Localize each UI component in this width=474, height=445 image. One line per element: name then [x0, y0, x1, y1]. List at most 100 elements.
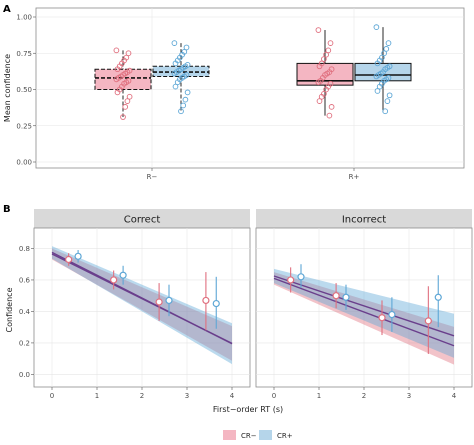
panel-a-y-tick-label: 1.00: [16, 14, 32, 22]
box-point: [325, 47, 332, 54]
box-point: [125, 50, 132, 57]
box-point: [172, 83, 179, 90]
panel-a-y-tick-label: 0.50: [16, 86, 32, 94]
data-point: [332, 292, 340, 300]
panel-b-y-tick-label: 0.4: [19, 308, 31, 316]
box-point: [316, 63, 323, 70]
legend-label-cr-minus: CR−: [241, 432, 257, 440]
box-point: [171, 70, 178, 77]
box-point: [318, 93, 325, 100]
facet-x-tick-label: 0: [50, 392, 54, 400]
panel-a-y-tick-label: 0.25: [16, 122, 32, 130]
legend-swatch-cr-minus: [223, 430, 236, 440]
box-point: [376, 83, 383, 90]
panel-b-letter: B: [3, 204, 11, 215]
box-cr-minus-r-minus: [94, 47, 152, 120]
box-point: [113, 76, 120, 83]
fit-line-cr-minus: [273, 277, 455, 347]
facet-correct: Correct 0 1 2 3 4: [33, 209, 251, 400]
data-point: [378, 314, 386, 322]
box-point: [172, 60, 179, 67]
fit-line-cr-plus: [51, 251, 233, 345]
facet-strip: [256, 209, 472, 228]
box-point: [323, 86, 329, 93]
box-point: [383, 46, 390, 52]
panel-a-x-tick-label: R−: [147, 173, 158, 181]
data-point: [110, 276, 118, 284]
data-point: [119, 271, 127, 279]
box-point: [174, 79, 181, 86]
data-point: [297, 273, 305, 281]
panel-a-y-ticks: 0.00 0.25 0.50 0.75 1.00: [16, 14, 36, 167]
facet-x-tick-label: 2: [140, 392, 144, 400]
panel-a-x-tick-label: R+: [349, 173, 360, 181]
panel-a-letter: A: [3, 4, 11, 15]
box-point: [180, 102, 187, 109]
data-point: [165, 296, 173, 305]
box-point: [321, 56, 327, 62]
panel-b-x-axis-title: First−order RT (s): [213, 405, 283, 414]
facet-strip: [34, 209, 250, 228]
box-point: [183, 44, 190, 51]
data-point: [155, 298, 163, 306]
fit-line-cr-plus: [273, 275, 455, 337]
data-point: [74, 252, 82, 260]
box-point: [113, 47, 120, 54]
panel-a-x-ticks: R− R+: [147, 168, 360, 181]
facet-incorrect: Incorrect 0 1 2 3 4: [255, 209, 473, 400]
facet-x-tick-label: 3: [185, 392, 189, 400]
box-point: [382, 108, 389, 115]
box-point: [114, 89, 121, 96]
box-point: [381, 50, 387, 57]
panel-b-y-tick-label: 0.8: [19, 245, 30, 253]
box-point: [122, 104, 129, 110]
box-point: [315, 27, 322, 33]
box-point: [124, 98, 131, 104]
box-cr-minus-r-plus: [296, 27, 354, 119]
box-point: [120, 114, 126, 120]
panel-b-y-tick-label: 0.6: [19, 276, 31, 284]
data-point: [65, 255, 73, 264]
box-point: [374, 88, 381, 94]
box-point: [328, 104, 335, 110]
legend-swatch-cr-plus: [259, 430, 272, 440]
box-point: [171, 40, 178, 46]
panel-b-y-ticks: 0.0 0.2 0.4 0.6 0.8: [19, 245, 34, 379]
box-point: [315, 79, 322, 86]
facet-x-tick-label: 0: [272, 392, 276, 400]
box-point: [114, 66, 121, 73]
box-point: [373, 24, 380, 31]
panel-b-y-tick-label: 0.0: [19, 371, 30, 379]
data-point: [424, 317, 432, 325]
box-point: [374, 60, 381, 67]
box-point: [327, 40, 334, 46]
box-point: [126, 93, 133, 100]
box-point: [178, 108, 184, 115]
box-point: [184, 89, 191, 96]
data-point: [388, 310, 396, 319]
panel-a: A 0.00 0.25 0.50 0.75 1.00 R− R+ Mean confide…: [3, 4, 465, 181]
facet-x-tick-label: 4: [452, 392, 457, 400]
box-point: [316, 98, 323, 104]
facet-x-tick-label: 1: [95, 392, 99, 400]
panel-a-y-tick-label: 0.00: [16, 159, 32, 167]
box-point: [373, 73, 380, 80]
panel-b-y-tick-label: 0.2: [19, 339, 30, 347]
data-point: [342, 293, 350, 301]
data-point: [434, 293, 442, 301]
panel-b-y-axis-title: Confidence: [5, 287, 14, 332]
panel-a-y-axis-title: Mean confidence: [3, 54, 12, 122]
box-point: [385, 40, 392, 46]
box-point: [384, 98, 391, 104]
box-point: [326, 112, 333, 119]
box-cr-plus-r-minus: [152, 40, 210, 115]
legend-label-cr-plus: CR+: [277, 432, 293, 440]
box-iqr: [94, 68, 152, 90]
panel-a-y-tick-label: 0.75: [16, 50, 32, 58]
legend: CR− CR+: [223, 430, 293, 440]
facet-x-tick-label: 1: [317, 392, 321, 400]
facet-strip-label: Incorrect: [342, 215, 386, 226]
panel-a-boxes: [94, 24, 412, 120]
